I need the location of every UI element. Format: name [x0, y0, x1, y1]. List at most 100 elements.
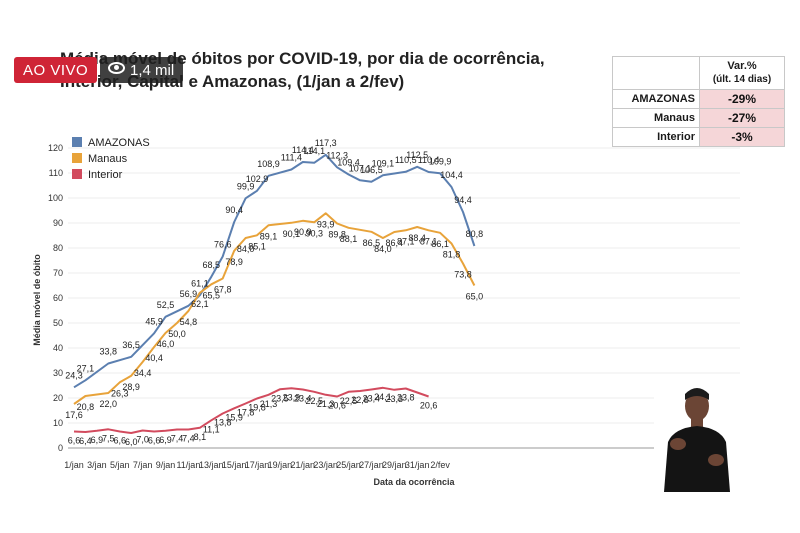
data-label: 20,6 — [420, 401, 438, 411]
x-tick-label: 25/jan — [336, 460, 361, 470]
variation-row-value: -3% — [699, 127, 785, 147]
x-tick-label: 9/jan — [156, 460, 176, 470]
data-label: 106,5 — [360, 165, 383, 175]
data-label: 15,9 — [225, 412, 243, 422]
data-label: 21,3 — [317, 399, 335, 409]
eye-icon — [108, 62, 125, 74]
variation-header-title: Var.% — [727, 60, 757, 72]
legend-swatch — [72, 137, 82, 147]
data-label: 22,0 — [100, 399, 118, 409]
y-tick-label: 100 — [48, 193, 63, 203]
variation-table: Var.% (últ. 14 dias) AMAZONAS -29% Manau… — [612, 56, 785, 147]
chart-data-labels: 24,327,1 33,8 36,5 45,9 52,5 56,961,1 68,5 76,6… — [65, 138, 483, 447]
data-label: 73,8 — [454, 270, 472, 280]
data-label: 22,5 — [340, 396, 358, 406]
x-tick-label: 7/jan — [133, 460, 153, 470]
data-label: 90,4 — [225, 205, 243, 215]
variation-row: Interior -3% — [612, 127, 785, 147]
data-label: 111,4 — [281, 153, 302, 163]
data-label: 61,1 — [191, 278, 209, 288]
y-tick-label: 70 — [53, 268, 63, 278]
data-label: 50,0 — [168, 329, 186, 339]
live-badge: AO VIVO — [14, 57, 98, 83]
y-tick-label: 0 — [58, 443, 63, 453]
variation-row-value: -27% — [699, 108, 785, 128]
x-tick-label: 27/jan — [359, 460, 384, 470]
variation-row-label: AMAZONAS — [612, 89, 700, 109]
data-label: 7,5 — [102, 433, 115, 443]
variation-header-subtitle: (últ. 14 dias) — [712, 74, 772, 85]
data-label: 40,4 — [145, 353, 163, 363]
data-label: 27,1 — [77, 363, 95, 373]
chart-grid — [68, 147, 740, 449]
legend-label: Manaus — [88, 153, 128, 165]
x-tick-label: 17/jan — [245, 460, 270, 470]
data-label: 36,5 — [122, 340, 140, 350]
data-label: 56,9 — [180, 289, 198, 299]
data-label: 85,1 — [248, 241, 266, 251]
data-label: 94,4 — [454, 195, 472, 205]
y-tick-label: 30 — [53, 368, 63, 378]
data-label: 109,4 — [337, 158, 360, 168]
data-label: 86,1 — [431, 239, 449, 249]
y-tick-label: 110 — [49, 168, 63, 178]
chart-series-lines — [73, 153, 476, 434]
x-tick-label: 31/jan — [405, 460, 430, 470]
y-tick-label: 120 — [48, 143, 63, 153]
data-label: 80,8 — [466, 229, 484, 239]
x-tick-label: 29/jan — [382, 460, 407, 470]
variation-row: AMAZONAS -29% — [612, 89, 785, 109]
data-label: 6,0 — [125, 437, 138, 447]
data-label: 62,1 — [191, 299, 209, 309]
viewer-count: 1,4 mil — [130, 62, 175, 79]
y-tick-label: 10 — [53, 418, 63, 428]
data-label: 102,9 — [246, 174, 269, 184]
data-label: 88,4 — [408, 233, 426, 243]
x-tick-label: 3/jan — [87, 460, 107, 470]
data-label: 23,4 — [294, 394, 312, 404]
data-label: 8,1 — [194, 432, 207, 442]
series-line-amazonas — [73, 153, 476, 389]
data-label: 76,6 — [214, 240, 232, 250]
x-tick-label: 19/jan — [268, 460, 293, 470]
data-label: 22,5 — [305, 396, 323, 406]
x-tick-label: 13/jan — [199, 460, 224, 470]
data-label: 90,1 — [283, 229, 301, 239]
data-label: 78,9 — [225, 257, 243, 267]
data-label: 114,1 — [303, 146, 325, 156]
data-label: 33,8 — [100, 347, 118, 357]
data-label: 68,5 — [203, 260, 221, 270]
data-label: 7,4 — [171, 434, 184, 444]
data-label: 86,5 — [363, 238, 381, 248]
data-label: 24,3 — [65, 370, 83, 380]
x-tick-label: 5/jan — [110, 460, 130, 470]
data-label: 45,9 — [145, 316, 163, 326]
data-label: 6,9 — [91, 435, 104, 445]
data-label: 20,6 — [328, 401, 346, 411]
y-tick-label: 50 — [53, 318, 63, 328]
viewer-count-badge: 1,4 mil — [100, 57, 184, 83]
data-label: 6,9 — [159, 435, 172, 445]
x-tick-label: 11/jan — [176, 460, 200, 470]
x-tick-label: 2/fev — [430, 460, 450, 470]
x-tick-label: 15/jan — [222, 460, 247, 470]
data-label: 11,1 — [203, 424, 220, 434]
data-label: 81,8 — [443, 250, 461, 260]
y-tick-label: 90 — [53, 218, 63, 228]
data-label: 13,8 — [214, 418, 232, 428]
data-label: 24,1 — [374, 392, 392, 402]
x-tick-label: 21/jan — [291, 460, 316, 470]
chart-axes: 0 10 20 30 40 50 60 70 80 90 100 110 120 1/jan 3/jan 5/… — [48, 143, 740, 470]
data-label: 23,4 — [363, 394, 381, 404]
data-label: 54,8 — [180, 317, 198, 327]
data-label: 22,8 — [351, 395, 369, 405]
data-label: 93,9 — [317, 219, 335, 229]
y-tick-label: 20 — [53, 393, 63, 403]
variation-table-corner — [612, 56, 700, 90]
chart-legend: AMAZONAS Manaus Interior — [72, 137, 150, 181]
data-label: 114,4 — [292, 145, 314, 155]
sign-language-interpreter — [654, 380, 740, 492]
x-tick-label: 1/jan — [64, 460, 84, 470]
data-label: 87,1 — [397, 236, 415, 246]
data-label: 23,8 — [397, 393, 415, 403]
